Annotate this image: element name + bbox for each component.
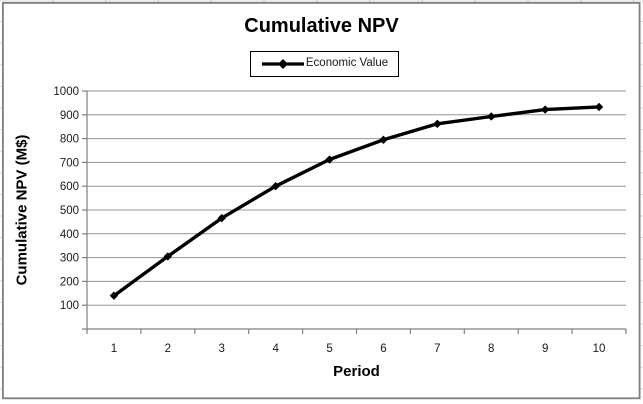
x-tick-label: 6 <box>380 343 386 355</box>
data-point-marker-7 <box>433 119 442 129</box>
legend-label: Economic Value <box>305 57 389 70</box>
x-tick-label: 9 <box>542 343 548 355</box>
x-tick-label: 1 <box>111 343 117 355</box>
x-tick-label: 4 <box>272 343 279 355</box>
data-point-marker-5 <box>325 155 334 164</box>
data-point-marker-10 <box>594 102 604 112</box>
y-tick-label: 700 <box>60 157 79 169</box>
y-tick-label: 600 <box>60 181 79 193</box>
y-tick-label: 400 <box>60 229 79 241</box>
data-point-marker-6 <box>379 135 388 144</box>
y-tick-label: 900 <box>60 110 79 122</box>
series-line <box>112 105 601 298</box>
data-point-marker-4 <box>271 182 280 191</box>
data-point-marker-3 <box>217 213 226 223</box>
x-tick-label: 8 <box>488 343 494 355</box>
x-tick-label: 2 <box>165 343 171 355</box>
data-point-marker-8 <box>487 112 496 121</box>
data-point-marker-2 <box>163 252 173 261</box>
y-tick-label: 200 <box>60 276 79 288</box>
y-tick-label: 1000 <box>53 86 79 98</box>
x-tick-label: 5 <box>326 343 332 355</box>
y-tick-label: 100 <box>60 300 79 312</box>
legend-marker-icon <box>261 59 304 69</box>
x-axis-title: Period <box>333 363 380 380</box>
data-point-marker-9 <box>540 105 550 114</box>
y-tick-label: 300 <box>60 253 79 265</box>
y-tick-label: 800 <box>60 134 79 146</box>
chart-title: Cumulative NPV <box>244 15 399 37</box>
y-tick-label: 500 <box>60 205 79 217</box>
x-tick-label: 10 <box>593 343 606 355</box>
data-point-marker-1 <box>109 291 119 300</box>
legend: Economic Value <box>250 51 399 77</box>
x-tick-label: 3 <box>219 343 225 355</box>
x-tick-label: 7 <box>434 343 440 355</box>
y-axis-title: Cumulative NPV (M$) <box>13 134 31 286</box>
